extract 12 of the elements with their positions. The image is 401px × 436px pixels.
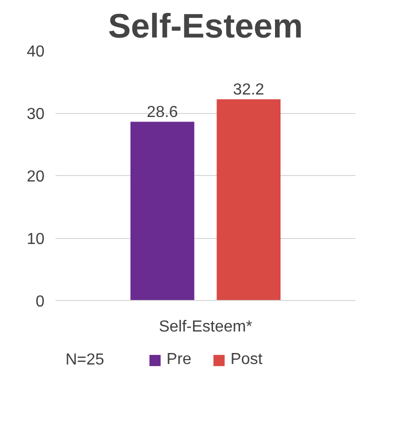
chart-title: Self-Esteem (108, 8, 303, 46)
legend-label: Pre (166, 351, 192, 369)
y-tick-label: 20 (26, 168, 45, 186)
text: N=25 (66, 352, 104, 368)
y-tick-label: 10 (26, 231, 45, 248)
y-tick-label: 0 (36, 294, 45, 310)
x-tick-label: Self-Esteem* (158, 318, 252, 336)
y-tick-label: 30 (26, 106, 45, 123)
data-label: 28.6 (146, 104, 178, 121)
legend-label: Post (230, 351, 262, 369)
data-label: 32.2 (233, 81, 264, 98)
y-tick-label: 40 (26, 44, 45, 60)
